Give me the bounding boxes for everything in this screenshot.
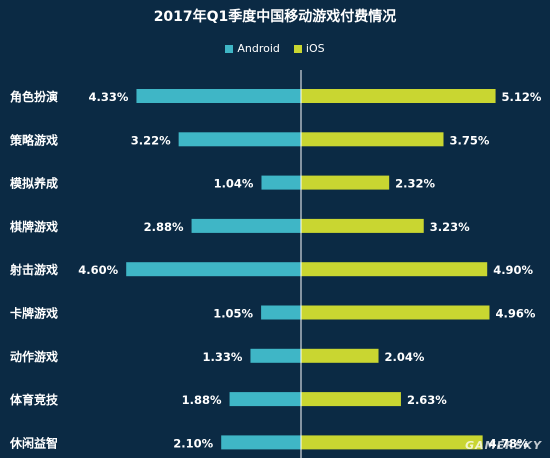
category-label: 休闲益智 — [9, 435, 58, 450]
legend-swatch-ios — [293, 44, 302, 53]
category-label: 卡牌游戏 — [10, 306, 58, 321]
bar-android — [250, 348, 301, 363]
bar-android — [178, 132, 301, 147]
data-label-android: 1.04% — [214, 177, 254, 191]
bar-android — [229, 392, 301, 407]
bar-ios — [301, 435, 483, 450]
data-label-ios: 3.23% — [430, 220, 470, 234]
bar-android — [261, 305, 301, 320]
category-label: 棋牌游戏 — [10, 219, 58, 234]
legend-item-android: Android — [225, 42, 280, 55]
bar-ios — [301, 175, 390, 190]
data-label-android: 2.10% — [173, 436, 213, 450]
category-label: 策略游戏 — [10, 132, 58, 147]
bar-ios — [301, 348, 379, 363]
category-label: 体育竞技 — [10, 392, 59, 407]
data-label-ios: 2.04% — [385, 350, 425, 364]
bar-ios — [301, 262, 488, 277]
bar-ios — [301, 89, 496, 103]
data-label-ios: 3.75% — [450, 133, 490, 147]
data-label-android: 1.88% — [182, 393, 222, 407]
data-label-ios: 4.90% — [493, 263, 533, 277]
legend-item-ios: iOS — [293, 42, 325, 55]
data-label-ios: 2.63% — [407, 393, 447, 407]
data-label-android: 4.60% — [78, 263, 118, 277]
data-label-android: 3.22% — [131, 133, 171, 147]
legend-label-ios: iOS — [305, 42, 325, 55]
bar-android — [221, 435, 301, 450]
data-label-ios: 4.78% — [489, 436, 529, 450]
bar-android — [261, 175, 301, 190]
bar-ios — [301, 218, 424, 233]
bar-ios — [301, 132, 444, 147]
category-label: 模拟养成 — [10, 176, 58, 191]
chart-legend: Android iOS — [0, 42, 550, 55]
legend-label-android: Android — [237, 42, 280, 55]
bar-ios — [301, 392, 401, 407]
category-label: 射击游戏 — [9, 262, 58, 277]
category-label: 动作游戏 — [10, 349, 58, 364]
data-label-android: 1.33% — [203, 350, 243, 364]
bar-android — [126, 262, 301, 277]
data-label-ios: 4.96% — [495, 307, 535, 321]
data-label-android: 4.33% — [89, 90, 129, 104]
data-label-ios: 5.12% — [502, 90, 542, 104]
category-label: 角色扮演 — [10, 89, 58, 104]
legend-swatch-android — [225, 44, 234, 53]
data-label-android: 2.88% — [144, 220, 184, 234]
data-label-ios: 2.32% — [395, 177, 435, 191]
bar-android — [136, 89, 301, 103]
bar-ios — [301, 305, 490, 320]
chart-title: 2017年Q1季度中国移动游戏付费情况 — [153, 9, 397, 25]
data-label-android: 1.05% — [213, 307, 253, 321]
watermark-logo: GAMERSKY — [465, 439, 542, 452]
bar-android — [191, 218, 301, 233]
